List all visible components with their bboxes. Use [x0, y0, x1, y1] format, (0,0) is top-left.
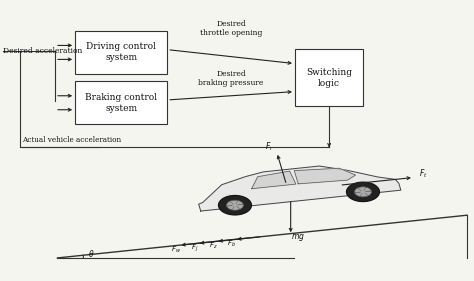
- Text: Braking control
system: Braking control system: [85, 93, 157, 113]
- Text: $\theta$: $\theta$: [88, 248, 95, 259]
- Text: Desired acceleration: Desired acceleration: [3, 47, 82, 55]
- Circle shape: [227, 200, 244, 210]
- Text: $F_z$: $F_z$: [209, 241, 218, 251]
- FancyBboxPatch shape: [75, 81, 167, 124]
- Text: $mg$: $mg$: [291, 232, 305, 243]
- Text: Actual vehicle acceleration: Actual vehicle acceleration: [22, 136, 121, 144]
- Text: $F_t$: $F_t$: [419, 167, 427, 180]
- Text: Driving control
system: Driving control system: [86, 42, 156, 62]
- FancyBboxPatch shape: [295, 49, 364, 106]
- Circle shape: [346, 182, 380, 202]
- Text: $F_b$: $F_b$: [228, 239, 237, 249]
- Text: $F_j$: $F_j$: [191, 242, 198, 254]
- Text: Switching
logic: Switching logic: [306, 67, 352, 88]
- Text: Desired
throttle opening: Desired throttle opening: [200, 20, 262, 37]
- Polygon shape: [199, 166, 401, 211]
- Circle shape: [355, 187, 372, 197]
- Text: Desired
braking pressure: Desired braking pressure: [199, 70, 264, 87]
- Polygon shape: [252, 171, 296, 189]
- Text: $F_w$: $F_w$: [171, 244, 181, 255]
- Circle shape: [219, 195, 252, 215]
- FancyBboxPatch shape: [75, 31, 167, 74]
- Text: $F_r$: $F_r$: [265, 140, 274, 153]
- Polygon shape: [294, 168, 356, 184]
